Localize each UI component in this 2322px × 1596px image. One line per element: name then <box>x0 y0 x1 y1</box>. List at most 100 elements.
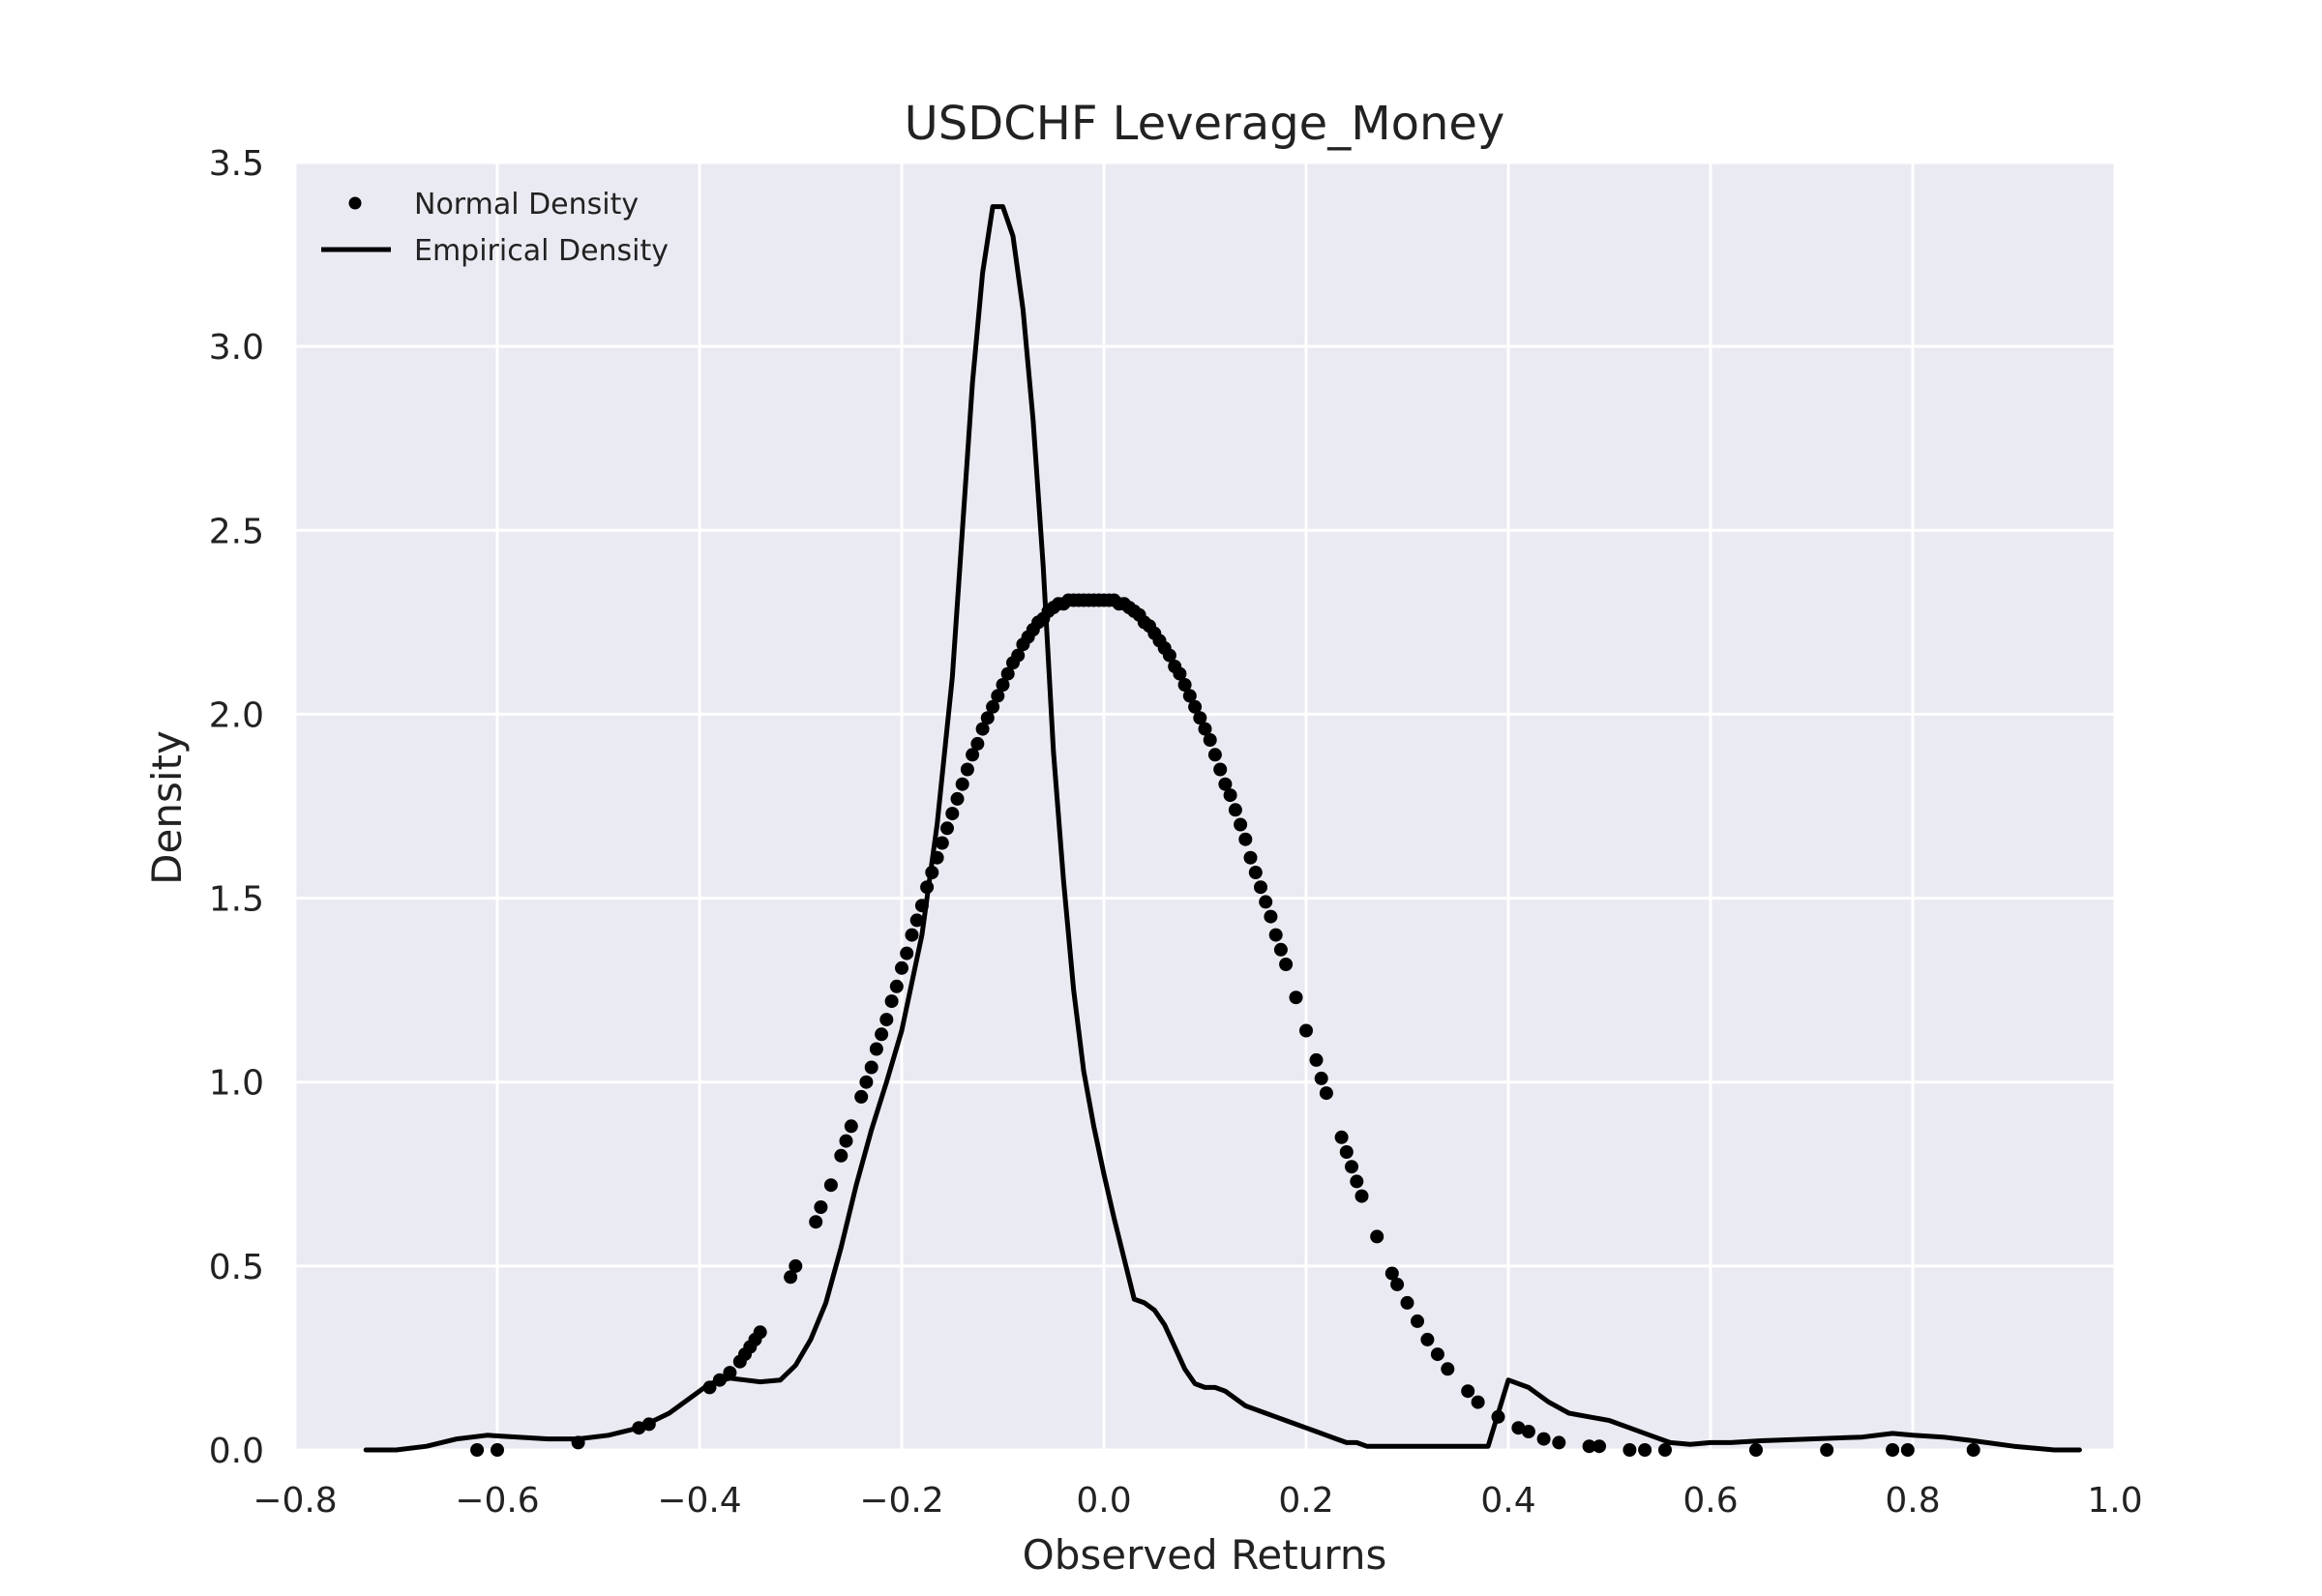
normal-density-point <box>879 1013 894 1027</box>
x-axis-label: Observed Returns <box>1023 1531 1387 1579</box>
normal-density-point <box>1273 942 1288 957</box>
y-tick-label: 1.5 <box>209 880 264 920</box>
normal-density-point <box>1430 1347 1444 1362</box>
normal-density-point <box>1384 1266 1399 1281</box>
normal-density-point <box>1243 850 1258 865</box>
normal-density-point <box>1441 1362 1455 1376</box>
normal-density-point <box>1264 909 1278 924</box>
y-tick-label: 1.0 <box>209 1064 264 1104</box>
normal-density-point <box>491 1443 504 1457</box>
normal-density-point <box>809 1215 823 1229</box>
normal-density-point <box>884 994 899 1009</box>
normal-density-point <box>909 913 924 928</box>
normal-density-point <box>945 807 960 821</box>
normal-density-point <box>1390 1277 1405 1291</box>
x-tick-label: 0.2 <box>1278 1481 1333 1521</box>
normal-density-point <box>1162 648 1176 663</box>
normal-density-point <box>859 1075 874 1089</box>
normal-density-point <box>889 979 904 993</box>
normal-density-point <box>996 678 1010 692</box>
normal-density-point <box>789 1258 803 1273</box>
x-tick-label: −0.6 <box>455 1481 539 1521</box>
y-tick-label: 3.5 <box>209 144 264 184</box>
normal-density-point <box>1471 1395 1485 1409</box>
y-tick-label: 0.5 <box>209 1248 264 1287</box>
normal-density-point <box>1411 1314 1424 1328</box>
x-tick-label: 0.8 <box>1885 1481 1940 1521</box>
normal-density-point <box>1886 1443 1900 1457</box>
normal-density-point <box>1289 990 1303 1005</box>
normal-density-point <box>834 1148 848 1163</box>
normal-density-point <box>1238 832 1253 846</box>
x-tick-label: 0.4 <box>1480 1481 1535 1521</box>
x-tick-label: 0.0 <box>1076 1481 1131 1521</box>
normal-density-point <box>1234 817 1248 832</box>
x-axis-ticks: −0.8 −0.6 −0.4 −0.2 0.0 0.2 0.4 0.6 0.8 1.0 <box>253 1481 2142 1521</box>
normal-density-point <box>1279 958 1294 971</box>
normal-density-point <box>1370 1229 1384 1244</box>
normal-density-point <box>1593 1439 1606 1454</box>
normal-density-point <box>914 899 929 913</box>
x-tick-label: 0.6 <box>1682 1481 1738 1521</box>
normal-density-point <box>895 961 908 975</box>
normal-density-point <box>571 1435 585 1450</box>
normal-density-point <box>955 777 969 791</box>
normal-density-point <box>1182 689 1197 703</box>
normal-density-point <box>1820 1443 1834 1457</box>
normal-density-point <box>854 1089 869 1104</box>
normal-density-point <box>844 1119 858 1134</box>
normal-density-point <box>1334 1130 1349 1144</box>
normal-density-point <box>1248 866 1263 879</box>
normal-density-point <box>960 762 974 777</box>
normal-density-point <box>1299 1023 1313 1038</box>
normal-density-point <box>712 1373 727 1387</box>
normal-density-point <box>1552 1435 1566 1450</box>
normal-density-point <box>1254 880 1267 895</box>
x-tick-label: −0.4 <box>657 1481 741 1521</box>
normal-density-point <box>1350 1174 1364 1189</box>
normal-density-point <box>1638 1443 1652 1457</box>
normal-density-point <box>1173 666 1187 681</box>
normal-density-point <box>986 699 1000 714</box>
normal-density-point <box>1491 1409 1505 1424</box>
normal-density-point <box>930 850 944 865</box>
normal-density-point <box>864 1060 878 1075</box>
normal-density-point <box>1000 666 1015 681</box>
normal-density-point <box>1203 733 1217 747</box>
normal-density-point <box>1259 895 1273 909</box>
normal-density-point <box>1228 803 1242 817</box>
normal-density-point <box>1198 722 1212 736</box>
legend-empirical-label: Empirical Density <box>414 234 669 268</box>
x-tick-label: −0.8 <box>253 1481 337 1521</box>
legend-normal-marker <box>348 196 362 210</box>
normal-density-point <box>702 1380 717 1395</box>
y-tick-label: 0.0 <box>209 1432 264 1471</box>
normal-density-point <box>753 1325 767 1340</box>
legend: Normal Density Empirical Density <box>321 188 669 268</box>
normal-density-point <box>970 736 985 751</box>
normal-density-point <box>975 722 990 736</box>
normal-density-point <box>875 1027 889 1042</box>
normal-density-point <box>925 866 939 879</box>
normal-density-point <box>1193 711 1207 725</box>
normal-density-point <box>641 1417 656 1432</box>
normal-density-point <box>1511 1421 1526 1435</box>
empirical-density-line <box>363 204 2082 1453</box>
normal-density-point <box>632 1421 646 1435</box>
grid-lines <box>293 161 2117 1452</box>
normal-density-point <box>1582 1439 1596 1454</box>
chart-title: USDCHF Leverage_Money <box>905 97 1505 151</box>
normal-density-point <box>920 880 935 895</box>
normal-density-point <box>839 1134 853 1148</box>
normal-density-point <box>1749 1443 1763 1457</box>
normal-density-point <box>869 1042 883 1056</box>
normal-density-point <box>823 1178 838 1193</box>
x-tick-label: 1.0 <box>2087 1481 2142 1521</box>
y-tick-label: 2.0 <box>209 695 264 735</box>
normal-density-point <box>470 1443 485 1457</box>
y-tick-label: 3.0 <box>209 328 264 368</box>
normal-density-point <box>905 928 919 942</box>
legend-normal-label: Normal Density <box>414 188 639 222</box>
normal-density-point <box>1354 1189 1369 1203</box>
